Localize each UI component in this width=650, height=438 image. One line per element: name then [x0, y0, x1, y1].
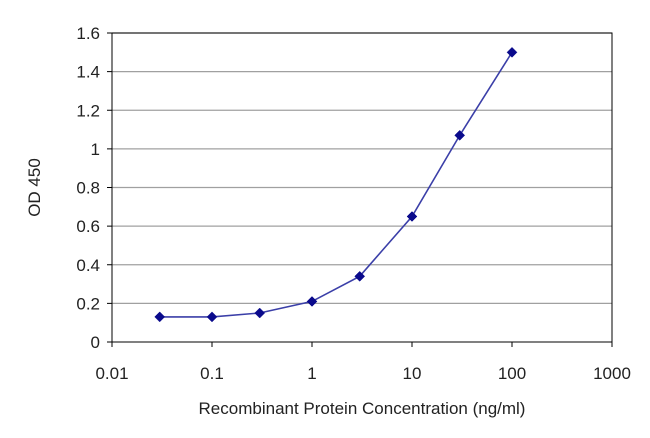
y-axis: 0 0.2 0.4 0.6 0.8 1 1.2 1.4 1.6 — [76, 24, 112, 352]
data-point — [354, 270, 366, 282]
data-point — [306, 296, 318, 307]
data-point — [154, 311, 166, 323]
x-axis-label: Recombinant Protein Concentration (ng/ml… — [199, 399, 526, 418]
grid-lines — [112, 32, 612, 304]
x-tick-label: 100 — [498, 364, 526, 383]
y-tick-label: 1.4 — [76, 63, 100, 82]
x-axis: 0.01 0.1 1 10 100 1000 — [95, 342, 631, 383]
y-tick-label: 1 — [91, 140, 100, 159]
y-tick-label: 0 — [91, 333, 100, 352]
series-layer — [154, 46, 518, 323]
x-tick-label: 10 — [403, 364, 422, 383]
series-line — [159, 51, 513, 318]
data-point — [454, 130, 466, 141]
y-tick-label: 0.8 — [76, 179, 100, 198]
y-axis-label: OD 450 — [25, 158, 44, 217]
y-tick-label: 1.2 — [76, 101, 100, 120]
x-tick-label: 1000 — [593, 364, 631, 383]
y-tick-label: 0.4 — [76, 256, 100, 275]
y-tick-label: 0.2 — [76, 294, 100, 313]
data-point — [406, 211, 418, 222]
x-tick-label: 0.1 — [200, 364, 224, 383]
data-point — [506, 46, 518, 58]
x-tick-label: 1 — [307, 364, 316, 383]
x-tick-label: 0.01 — [95, 364, 128, 383]
data-point — [254, 307, 266, 319]
y-tick-label: 1.6 — [76, 24, 100, 43]
data-point — [206, 311, 218, 323]
y-tick-label: 0.6 — [76, 217, 100, 236]
